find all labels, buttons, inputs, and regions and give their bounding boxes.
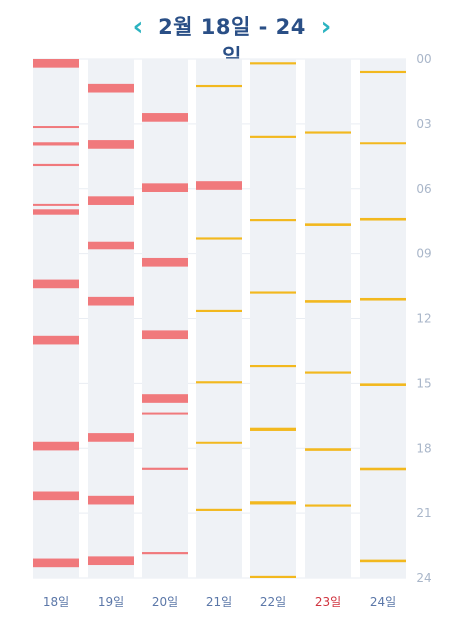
chevron-right-icon[interactable]: › [320,12,332,42]
day-column [305,59,351,578]
chevron-left-icon[interactable]: ‹ [132,12,144,42]
event-bar[interactable] [196,84,242,88]
event-bar[interactable] [250,427,296,431]
event-bar[interactable] [33,441,79,451]
event-bar[interactable] [142,183,188,192]
day-label: 24일 [370,595,396,609]
event-bar[interactable] [360,467,406,471]
event-bar[interactable] [305,371,351,374]
event-bar[interactable] [33,209,79,215]
event-bar[interactable] [33,142,79,146]
event-bar[interactable] [250,501,296,505]
event-bar[interactable] [360,559,406,563]
event-bar[interactable] [196,181,242,190]
event-bar[interactable] [250,291,296,294]
event-bar[interactable] [250,364,296,368]
event-bar[interactable] [305,131,351,134]
event-bar[interactable] [305,300,351,303]
day-column [360,59,406,578]
day-label: 20일 [152,595,178,609]
event-bar[interactable] [88,556,134,566]
event-bar[interactable] [360,70,406,74]
event-bar[interactable] [142,113,188,122]
hour-label: 18 [416,441,431,455]
event-bar[interactable] [196,309,242,313]
day-label: 21일 [206,595,232,609]
event-bar[interactable] [33,163,79,167]
event-bar[interactable] [33,59,79,68]
day-column [142,59,188,578]
event-bar[interactable] [88,495,134,505]
hour-label: 21 [416,506,431,520]
day-label: 23일 [315,595,341,609]
event-bar[interactable] [360,217,406,221]
event-bar[interactable] [196,237,242,240]
hour-label: 03 [416,117,431,131]
day-column [196,59,242,578]
event-bar[interactable] [88,296,134,306]
event-bar[interactable] [250,575,296,578]
event-bar[interactable] [305,448,351,451]
event-bar[interactable] [305,504,351,507]
event-bar[interactable] [196,381,242,384]
event-bar[interactable] [88,140,134,149]
hour-label: 09 [416,247,431,261]
event-bar[interactable] [360,297,406,301]
hour-label: 06 [416,182,431,196]
hour-label: 24 [416,571,431,585]
event-bar[interactable] [250,135,296,138]
day-label: 22일 [260,595,286,609]
event-bar[interactable] [88,433,134,442]
event-bar[interactable] [305,223,351,226]
hour-label: 12 [416,312,431,326]
event-bar[interactable] [33,335,79,345]
event-bar[interactable] [196,441,242,444]
event-bar[interactable] [88,196,134,205]
hour-label: 15 [416,376,431,390]
event-bar[interactable] [142,257,188,267]
event-bar[interactable] [33,558,79,568]
event-bar[interactable] [33,491,79,501]
event-bar[interactable] [250,219,296,222]
event-bar[interactable] [142,412,188,415]
event-bar[interactable] [88,83,134,93]
event-bar[interactable] [360,383,406,386]
event-bar[interactable] [142,330,188,340]
event-bar[interactable] [33,126,79,129]
event-bar[interactable] [250,62,296,65]
day-label: 19일 [98,595,124,609]
day-column [250,59,296,578]
event-bar[interactable] [142,552,188,555]
event-bar[interactable] [33,203,79,206]
event-bar[interactable] [360,142,406,145]
day-label: 18일 [43,595,69,609]
event-bar[interactable] [196,508,242,511]
event-bar[interactable] [142,394,188,403]
event-bar[interactable] [142,467,188,470]
hour-label: 00 [416,52,431,66]
event-bar[interactable] [88,241,134,250]
event-bar[interactable] [33,279,79,289]
